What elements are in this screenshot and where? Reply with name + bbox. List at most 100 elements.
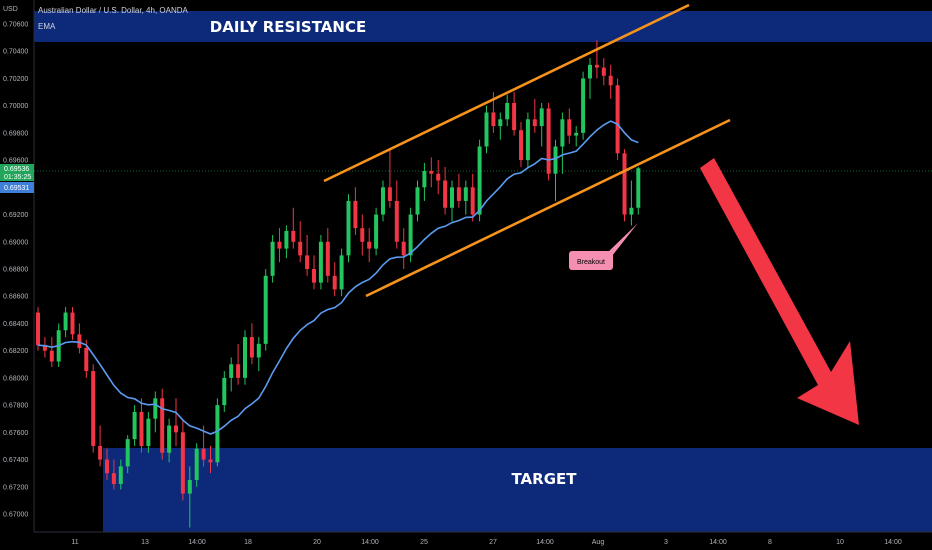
candle-body[interactable] <box>70 312 75 335</box>
daily-resistance-zone <box>34 11 932 42</box>
candle-body[interactable] <box>180 432 185 494</box>
candle-body[interactable] <box>98 445 103 460</box>
candle-body[interactable] <box>374 214 379 249</box>
time-tick-label: 20 <box>313 539 321 546</box>
candle-body[interactable] <box>608 75 613 86</box>
candle-body[interactable] <box>636 168 641 208</box>
candle-body[interactable] <box>318 241 323 283</box>
candle-body[interactable] <box>305 255 310 269</box>
candle-body[interactable] <box>470 187 475 215</box>
candle-body[interactable] <box>42 345 47 351</box>
candle-body[interactable] <box>498 119 503 127</box>
candle-body[interactable] <box>519 130 523 161</box>
channel-upper-line[interactable] <box>323 3 690 183</box>
candle-body[interactable] <box>215 405 220 463</box>
candle-body[interactable] <box>187 479 192 494</box>
candle-body[interactable] <box>367 241 372 249</box>
candle-body[interactable] <box>574 132 579 136</box>
candle-body[interactable] <box>360 228 365 242</box>
candle-body[interactable] <box>298 241 303 256</box>
candle-body[interactable] <box>125 439 130 467</box>
candle-body[interactable] <box>381 187 385 215</box>
candle-body[interactable] <box>139 411 144 446</box>
candle-body[interactable] <box>332 275 337 290</box>
candle-body[interactable] <box>463 187 468 201</box>
candle-body[interactable] <box>546 108 551 174</box>
time-tick-label: 14:00 <box>884 539 902 546</box>
candle-body[interactable] <box>532 119 537 127</box>
candle-body[interactable] <box>601 67 606 76</box>
price-tick-label: 0.68600 <box>3 294 28 301</box>
candle-body[interactable] <box>581 78 586 133</box>
candle-body[interactable] <box>194 448 199 480</box>
channel-lower-line[interactable] <box>365 118 731 298</box>
candle-body[interactable] <box>436 173 441 181</box>
candle-body[interactable] <box>36 312 40 346</box>
candle-body[interactable] <box>594 64 599 68</box>
candle-body[interactable] <box>174 425 178 433</box>
price-tick-label: 0.67800 <box>3 403 28 410</box>
candle-body[interactable] <box>525 119 530 161</box>
candle-body[interactable] <box>539 108 544 127</box>
candle-body[interactable] <box>256 343 261 358</box>
candle-body[interactable] <box>505 102 510 120</box>
candle-body[interactable] <box>243 337 247 378</box>
candle-body[interactable] <box>339 255 344 290</box>
last-price-value: 0.69536 <box>4 166 29 173</box>
candle-body[interactable] <box>263 275 268 344</box>
candle-body[interactable] <box>208 459 213 463</box>
candle-body[interactable] <box>450 187 454 208</box>
candle-body[interactable] <box>429 171 434 174</box>
candle-body[interactable] <box>394 200 399 242</box>
chart-legend[interactable]: Australian Dollar / U.S. Dollar, 4h, OAN… <box>38 6 188 31</box>
candle-body[interactable] <box>512 102 517 131</box>
candle-body[interactable] <box>270 241 275 276</box>
candle-body[interactable] <box>553 146 558 174</box>
candle-body[interactable] <box>49 350 54 362</box>
candle-body[interactable] <box>312 269 316 283</box>
indicator-label[interactable]: EMA <box>38 22 56 31</box>
candle-body[interactable] <box>284 230 289 249</box>
price-tick-label: 0.70400 <box>3 49 28 56</box>
candle-body[interactable] <box>167 425 172 453</box>
candle-body[interactable] <box>153 398 158 419</box>
candle-body[interactable] <box>353 200 358 229</box>
candle-body[interactable] <box>401 241 406 256</box>
candle-body[interactable] <box>560 119 565 147</box>
candle-body[interactable] <box>291 230 296 242</box>
candle-body[interactable] <box>132 411 137 440</box>
candle-body[interactable] <box>277 241 282 249</box>
target-arrow[interactable] <box>700 158 859 425</box>
candle-body[interactable] <box>84 347 89 372</box>
candle-body[interactable] <box>443 180 448 208</box>
candle-body[interactable] <box>567 119 572 136</box>
candle-body[interactable] <box>201 448 206 460</box>
candle-body[interactable] <box>408 214 413 256</box>
candle-body[interactable] <box>615 85 620 154</box>
candle-body[interactable] <box>118 466 123 485</box>
candle-body[interactable] <box>387 187 392 201</box>
candle-body[interactable] <box>477 146 482 215</box>
candle-body[interactable] <box>105 459 109 474</box>
candle-body[interactable] <box>146 418 151 446</box>
candle-body[interactable] <box>77 334 82 348</box>
candle-body[interactable] <box>91 371 96 446</box>
candle-body[interactable] <box>456 187 461 201</box>
candle-body[interactable] <box>160 398 165 453</box>
candle-body[interactable] <box>222 377 227 406</box>
candle-body[interactable] <box>249 337 254 358</box>
candle-body[interactable] <box>588 64 592 79</box>
candle-body[interactable] <box>491 112 496 127</box>
candle-body[interactable] <box>111 473 116 485</box>
candle-body[interactable] <box>422 171 427 188</box>
candle-body[interactable] <box>484 112 489 147</box>
candle-body[interactable] <box>236 364 241 378</box>
candle-body[interactable] <box>629 207 634 215</box>
candle-body[interactable] <box>229 364 234 378</box>
candle-body[interactable] <box>415 187 420 215</box>
candle-body[interactable] <box>622 153 627 215</box>
candle-body[interactable] <box>325 241 330 276</box>
candle-body[interactable] <box>63 312 68 331</box>
candle-body[interactable] <box>346 200 351 256</box>
